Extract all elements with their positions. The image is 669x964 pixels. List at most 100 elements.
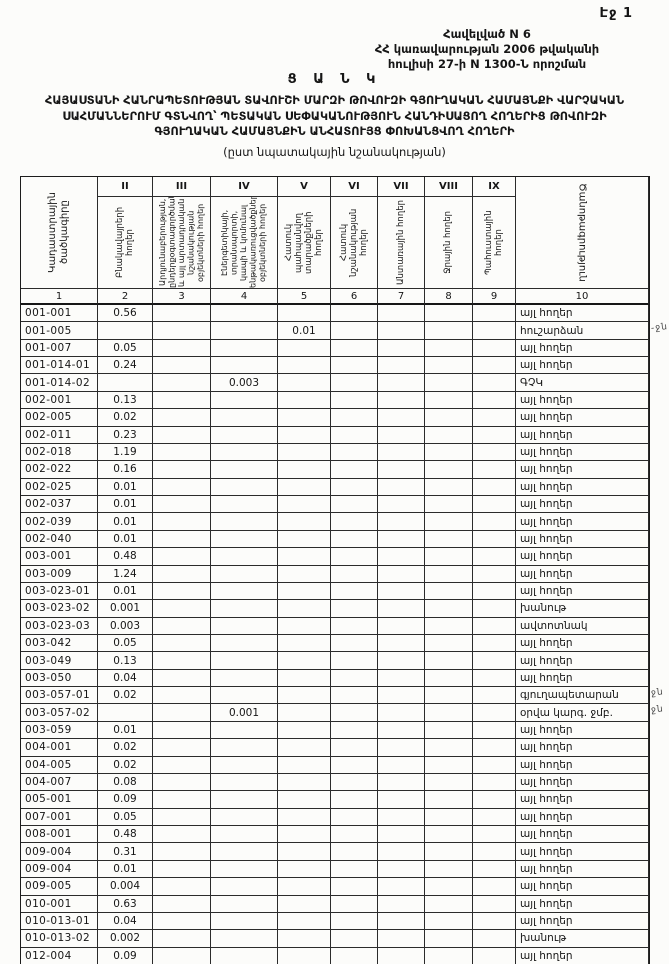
note-cell: այլ հողեր bbox=[516, 947, 649, 964]
note-cell: գյուղապետարան bbox=[516, 687, 649, 705]
value-cell bbox=[331, 878, 378, 896]
value-cell bbox=[211, 582, 278, 601]
value-cell bbox=[378, 305, 425, 323]
value-cell bbox=[211, 756, 278, 774]
value-cell bbox=[378, 600, 425, 618]
note-cell: այլ հողեր bbox=[516, 530, 649, 549]
value-cell bbox=[211, 791, 278, 809]
value-cell bbox=[98, 374, 153, 392]
note-cell: այլ հողեր bbox=[516, 478, 649, 497]
value-cell bbox=[331, 391, 378, 410]
value-cell bbox=[331, 635, 378, 653]
value-cell: 0.01 bbox=[98, 721, 153, 740]
value-cell bbox=[331, 930, 378, 948]
value-cell: 0.02 bbox=[98, 756, 153, 774]
value-cell: 0.05 bbox=[98, 339, 153, 358]
value-cell bbox=[153, 443, 211, 462]
value-cell bbox=[211, 635, 278, 653]
note-cell: այլ հողեր bbox=[516, 409, 649, 427]
value-cell: 0.01 bbox=[98, 582, 153, 601]
value-cell bbox=[153, 860, 211, 879]
value-cell bbox=[153, 530, 211, 549]
value-cell bbox=[473, 548, 516, 566]
value-cell bbox=[331, 600, 378, 618]
value-cell bbox=[473, 600, 516, 618]
note-cell: ավտոտնակ bbox=[516, 617, 649, 635]
note-cell: այլ հողեր bbox=[516, 461, 649, 479]
value-cell bbox=[378, 947, 425, 964]
value-cell bbox=[425, 808, 473, 827]
value-cell bbox=[278, 513, 331, 531]
value-cell bbox=[473, 357, 516, 375]
header-water-lands: Ջրային հողեր bbox=[425, 197, 473, 289]
value-cell bbox=[473, 652, 516, 670]
value-cell bbox=[153, 808, 211, 827]
value-cell bbox=[425, 461, 473, 479]
value-cell: 0.63 bbox=[98, 895, 153, 913]
value-cell bbox=[378, 565, 425, 583]
value-cell: 0.09 bbox=[98, 947, 153, 964]
note-cell: այլ հողեր bbox=[516, 513, 649, 531]
value-cell bbox=[211, 669, 278, 688]
handwritten-margin-mark: ջն bbox=[650, 704, 665, 717]
column-number-cell: 8 bbox=[425, 289, 473, 305]
value-cell bbox=[211, 878, 278, 896]
value-cell bbox=[425, 357, 473, 375]
value-cell bbox=[378, 530, 425, 549]
value-cell bbox=[473, 391, 516, 410]
value-cell bbox=[278, 947, 331, 964]
value-cell bbox=[473, 687, 516, 705]
note-cell: այլ հողեր bbox=[516, 357, 649, 375]
roman-numeral-cell: VII bbox=[378, 177, 425, 197]
value-cell bbox=[473, 374, 516, 392]
row-code-cell: 002-025 bbox=[21, 478, 98, 497]
column-number-cell: 1 bbox=[21, 289, 98, 305]
value-cell bbox=[331, 548, 378, 566]
value-cell bbox=[278, 860, 331, 879]
value-cell: 0.05 bbox=[98, 635, 153, 653]
note-cell: այլ հողեր bbox=[516, 443, 649, 462]
row-code-cell: 008-001 bbox=[21, 826, 98, 844]
value-cell bbox=[211, 826, 278, 844]
row-code-cell: 003-023-01 bbox=[21, 582, 98, 601]
value-cell bbox=[331, 860, 378, 879]
value-cell bbox=[425, 721, 473, 740]
value-cell bbox=[473, 443, 516, 462]
value-cell bbox=[331, 496, 378, 514]
value-cell bbox=[425, 617, 473, 635]
value-cell bbox=[425, 600, 473, 618]
row-code-cell: 003-009 bbox=[21, 565, 98, 583]
header-cadastral-code-label: Կադաստրային ծածկագիրը bbox=[47, 192, 70, 273]
note-cell: այլ հողեր bbox=[516, 808, 649, 827]
value-cell bbox=[211, 443, 278, 462]
value-cell bbox=[425, 305, 473, 323]
value-cell bbox=[331, 808, 378, 827]
note-cell: այլ հողեր bbox=[516, 773, 649, 792]
note-cell: այլ հողեր bbox=[516, 496, 649, 514]
row-code-cell: 003-057-02 bbox=[21, 704, 98, 722]
value-cell bbox=[425, 791, 473, 809]
value-cell bbox=[211, 895, 278, 913]
value-cell bbox=[153, 756, 211, 774]
value-cell bbox=[211, 357, 278, 375]
value-cell bbox=[425, 391, 473, 410]
value-cell bbox=[425, 409, 473, 427]
value-cell bbox=[153, 391, 211, 410]
value-cell bbox=[278, 530, 331, 549]
value-cell bbox=[425, 826, 473, 844]
value-cell bbox=[153, 635, 211, 653]
document-subtitle-block: ՀԱՅԱՍՏԱՆԻ ՀԱՆՐԱՊԵՏՈՒԹՅԱՆ ՏԱՎՈՒՇԻ ՄԱՐԶԻ Թ… bbox=[6, 93, 663, 140]
value-cell bbox=[378, 860, 425, 879]
title-line: ՀԱՅԱՍՏԱՆԻ ՀԱՆՐԱՊԵՏՈՒԹՅԱՆ ՏԱՎՈՒՇԻ ՄԱՐԶԻ Թ… bbox=[44, 94, 625, 107]
value-cell bbox=[378, 895, 425, 913]
value-cell bbox=[211, 409, 278, 427]
value-cell bbox=[425, 947, 473, 964]
value-cell bbox=[425, 687, 473, 705]
value-cell bbox=[211, 947, 278, 964]
value-cell: 0.16 bbox=[98, 461, 153, 479]
value-cell bbox=[378, 739, 425, 757]
value-cell bbox=[473, 669, 516, 688]
row-code-cell: 010-013-02 bbox=[21, 930, 98, 948]
purpose-note: (ըստ նպատակային նշանակության) bbox=[223, 145, 446, 159]
